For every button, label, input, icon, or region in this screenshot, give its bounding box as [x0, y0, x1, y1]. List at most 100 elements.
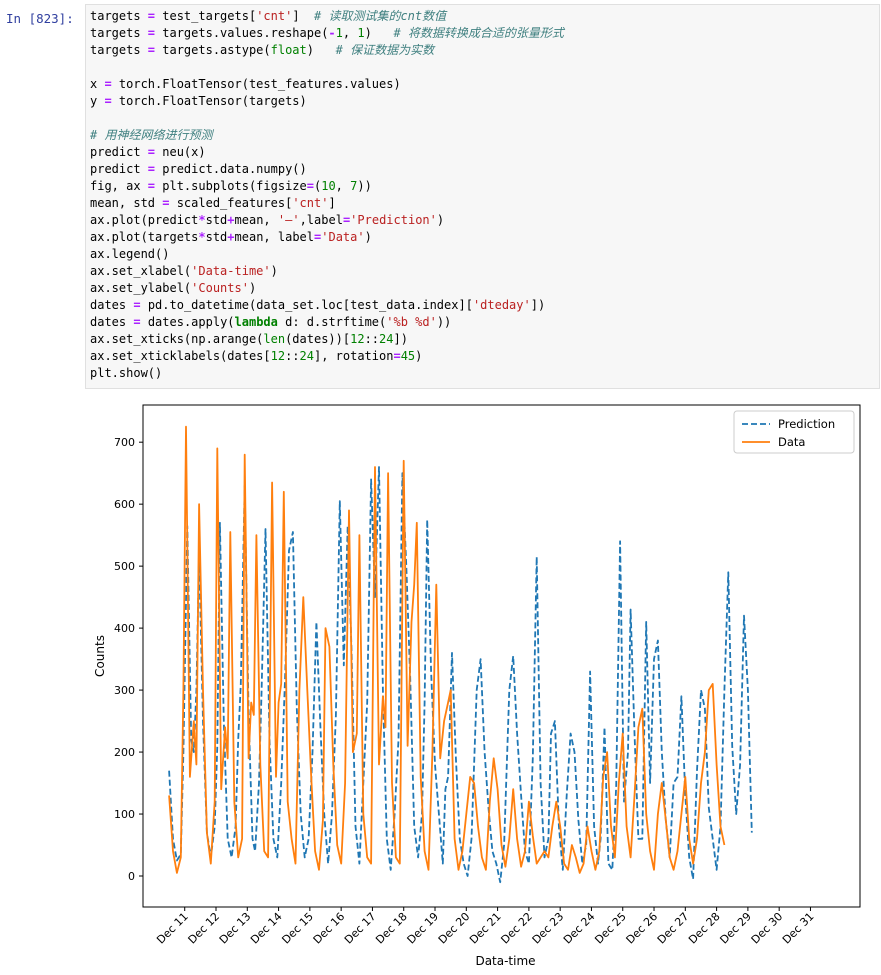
code-token: mean, — [234, 213, 278, 227]
code-token: )) — [357, 179, 372, 193]
code-token: test_targets[ — [155, 9, 257, 23]
code-token: ) — [270, 264, 278, 278]
code-token: ] — [292, 9, 314, 23]
code-token: # 将数据转换成合适的张量形式 — [393, 26, 564, 40]
code-token: = — [147, 9, 156, 23]
code-editor[interactable]: targets = test_targets['cnt'] # 读取测试集的cn… — [90, 8, 564, 382]
code-token: ax.set_xticks(np.arange( — [90, 332, 264, 346]
code-token: = — [162, 196, 170, 210]
code-token: dates — [90, 298, 134, 312]
code-line: ax.set_xticks(np.arange(len(dates))[12::… — [90, 331, 564, 348]
code-token: = — [393, 349, 401, 363]
x-tick-label: Dec 29 — [717, 910, 754, 947]
code-cell-input[interactable]: targets = test_targets['cnt'] # 读取测试集的cn… — [85, 4, 880, 389]
input-prompt: In [823]: — [6, 11, 74, 26]
code-token: std — [205, 213, 228, 227]
code-token: 'dteday' — [472, 298, 531, 312]
x-tick-label: Dec 19 — [405, 910, 442, 947]
code-token: ) — [415, 349, 423, 363]
code-token: 'Counts' — [191, 281, 249, 295]
x-tick-label: Dec 27 — [655, 910, 692, 947]
code-token: , — [335, 179, 351, 193]
code-line: plt.show() — [90, 365, 564, 382]
code-token: 1 — [335, 26, 343, 40]
code-token: 'Data-time' — [191, 264, 271, 278]
code-token: = — [133, 298, 141, 312]
code-token: = — [342, 213, 351, 227]
code-token: float — [270, 43, 307, 57]
code-token: torch.FloatTensor(targets) — [111, 94, 307, 108]
x-tick-label: Dec 11 — [154, 910, 191, 947]
code-token: 12 — [350, 332, 365, 346]
code-token: ax.legend() — [90, 247, 170, 261]
series-line-prediction — [168, 466, 753, 884]
code-token: = — [104, 77, 112, 91]
code-token: plt.subplots(figsize — [155, 179, 307, 193]
code-token: ) — [306, 43, 336, 57]
code-token: 12 — [270, 349, 286, 363]
x-tick-label: Dec 24 — [561, 910, 598, 947]
code-line: mean, std = scaled_features['cnt'] — [90, 195, 564, 212]
code-token: ( — [313, 179, 322, 193]
code-line: dates = dates.apply(lambda d: d.strftime… — [90, 314, 564, 331]
code-token: ax.plot(predict — [90, 213, 199, 227]
code-token: 'Data' — [321, 230, 365, 244]
code-token: '%b %d' — [386, 315, 437, 329]
code-line: ax.set_xlabel('Data-time') — [90, 263, 564, 280]
code-token: targets — [90, 26, 148, 40]
code-token: ax.set_xticklabels(dates[ — [90, 349, 271, 363]
x-tick-label: Dec 17 — [342, 910, 379, 947]
code-line: y = torch.FloatTensor(targets) — [90, 93, 564, 110]
code-line: targets = targets.astype(float) # 保证数据为实… — [90, 42, 564, 59]
x-tick-label: Dec 12 — [186, 910, 223, 947]
y-tick-label: 400 — [114, 622, 135, 635]
series-line-data — [168, 425, 726, 874]
code-token: pd.to_datetime(data_set.loc[test_data.in… — [140, 298, 473, 312]
y-tick-label: 500 — [114, 560, 135, 573]
code-token: mean, std — [90, 196, 163, 210]
y-axis-label: Counts — [93, 635, 107, 677]
code-token: 24 — [379, 332, 394, 346]
code-token: 7 — [350, 179, 358, 193]
code-token: = — [147, 179, 156, 193]
code-token: dates.apply( — [140, 315, 235, 329]
code-token: targets.values.reshape( — [155, 26, 329, 40]
code-line — [90, 59, 564, 76]
code-token: ]) — [530, 298, 546, 312]
x-tick-label: Dec 21 — [467, 910, 504, 947]
code-token: 24 — [299, 349, 314, 363]
y-tick-label: 0 — [128, 870, 135, 883]
code-token: 10 — [321, 179, 336, 193]
code-line: ax.set_ylabel('Counts') — [90, 280, 564, 297]
x-tick-label: Dec 13 — [217, 910, 254, 947]
code-token: '—' — [277, 213, 300, 227]
code-token: = — [147, 26, 156, 40]
x-tick-label: Dec 20 — [436, 910, 473, 947]
code-token: # 用神经网络进行预测 — [90, 128, 213, 142]
code-token: d: d.strftime( — [277, 315, 387, 329]
code-line — [90, 110, 564, 127]
code-token: (dates))[ — [285, 332, 351, 346]
y-tick-label: 700 — [114, 436, 135, 449]
code-token: ]) — [393, 332, 408, 346]
code-token: ], rotation — [313, 349, 394, 363]
code-token: = — [147, 162, 156, 176]
code-token: targets — [90, 9, 148, 23]
code-token: :: — [364, 332, 380, 346]
code-token: len — [263, 332, 286, 346]
code-token: 'Prediction' — [350, 213, 437, 227]
code-token: + — [227, 230, 235, 244]
code-line: ax.set_xticklabels(dates[12::24], rotati… — [90, 348, 564, 365]
x-tick-label: Dec 28 — [686, 910, 723, 947]
cell-output: 0 100 200 300 400 500 600 700 Dec 11 Dec 12 Dec 13… — [85, 393, 881, 973]
code-token: = — [104, 94, 112, 108]
code-line: # 用神经网络进行预测 — [90, 127, 564, 144]
y-tick-label: 300 — [114, 684, 135, 697]
code-token: * — [198, 230, 206, 244]
code-line: targets = targets.values.reshape(-1, 1) … — [90, 25, 564, 42]
code-token: 1 — [357, 26, 365, 40]
code-token: mean, label — [234, 230, 315, 244]
code-token: ) — [364, 230, 372, 244]
code-token: predict.data.numpy() — [155, 162, 307, 176]
x-tick-label: Dec 23 — [530, 910, 567, 947]
